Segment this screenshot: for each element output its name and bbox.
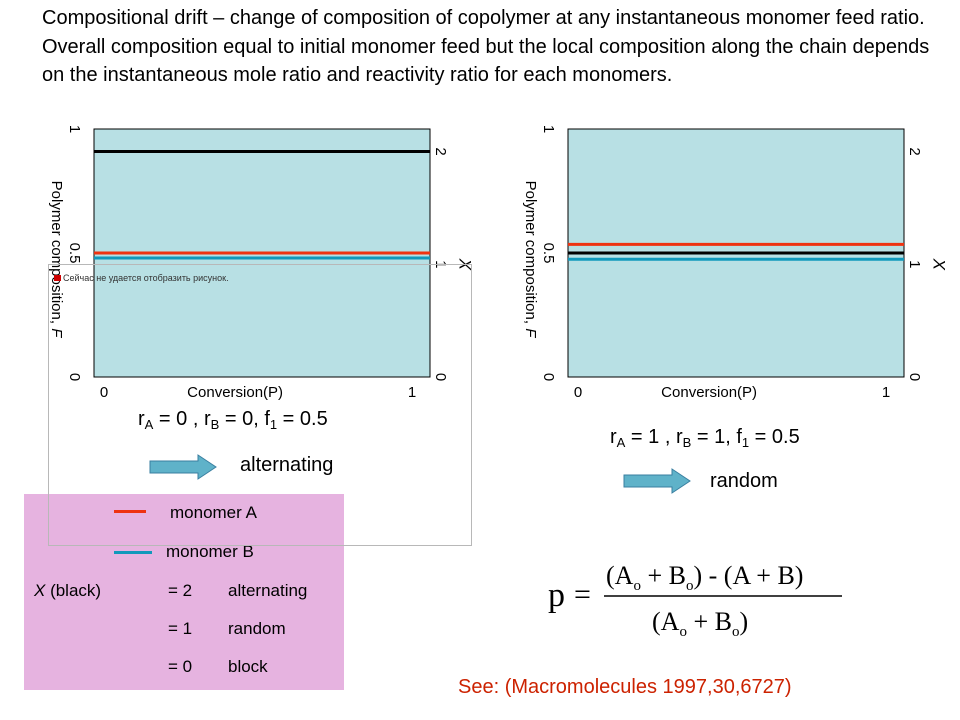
x-axis-label: Conversion(P) <box>661 384 757 401</box>
arrow-right-icon <box>623 468 691 494</box>
legend-x-symbol: X <box>34 581 46 600</box>
y-tick-label: 0.5 <box>540 243 557 264</box>
x-tick-label: 1 <box>882 384 890 401</box>
legend-swatch-monomer-b <box>114 551 152 554</box>
param-f1: f <box>264 408 270 430</box>
legend-row-value: = 2 <box>168 581 193 600</box>
param-ra: r <box>610 426 617 448</box>
broken-image-placeholder: Сейчас не удается отобразить рисунок. <box>48 264 472 546</box>
y-tick-label: 1 <box>540 125 557 133</box>
y-axis-label: Polymer composition, F <box>522 181 539 339</box>
legend-label-monomer-b: monomer B <box>166 542 254 561</box>
legend-row-value: = 0 <box>168 657 193 676</box>
x-tick-label: 0 <box>574 384 582 401</box>
legend-label-monomer-a: monomer A <box>170 503 257 522</box>
type-label-alternating: alternating <box>240 454 334 476</box>
legend-x-label: X (black) <box>34 581 101 601</box>
param-rb: r <box>675 426 683 448</box>
param-ra-sub: A <box>144 417 154 432</box>
param-f1-value: = 0.5 <box>749 426 800 448</box>
param-rb-value: = 0, <box>219 408 265 430</box>
param-rb-sub: B <box>210 417 220 432</box>
params-random: rA = 1 , rB = 1, f1 = 0.5 <box>610 426 800 450</box>
param-f1: f <box>736 426 742 448</box>
y-tick-label: 0 <box>540 373 557 381</box>
intro-paragraph: Compositional drift – change of composit… <box>42 7 930 86</box>
formula-denominator: (Ao + Bo) <box>652 607 748 640</box>
legend-row-meaning: alternating <box>228 581 308 600</box>
legend-box: monomer A monomer B X (black) = 2 altern… <box>24 494 344 690</box>
formula-equals: = <box>574 578 591 611</box>
param-rb: r <box>203 408 211 430</box>
params-alternating: rA = 0 , rB = 0, f1 = 0.5 <box>138 408 328 432</box>
type-label-random: random <box>710 470 778 492</box>
formula-numerator: (Ao + Bo) - (A + B) <box>606 561 803 594</box>
y2-tick-label: 1 <box>906 260 923 268</box>
conversion-formula: p = (Ao + Bo) - (A + B) (Ao + Bo) <box>548 561 842 640</box>
param-rb-value: = 1, <box>691 426 737 448</box>
plot-area <box>567 128 905 378</box>
reference-citation: See: (Macromolecules 1997,30,6727) <box>458 676 792 698</box>
param-ra: r <box>138 408 145 430</box>
legend-row-meaning: random <box>228 619 286 638</box>
param-ra-sub: A <box>616 435 626 450</box>
y-tick-label: 1 <box>66 125 83 133</box>
param-ra-value: = 1 , <box>625 426 676 448</box>
formula-lhs: p <box>548 577 565 614</box>
param-f1-sub: 1 <box>741 435 750 450</box>
param-ra-value: = 0 , <box>153 408 204 430</box>
y2-tick-label: 0 <box>906 373 923 381</box>
param-f1-sub: 1 <box>269 417 278 432</box>
broken-image-text: Сейчас не удается отобразить рисунок. <box>63 273 229 283</box>
legend-row-value: = 1 <box>168 619 193 638</box>
arrow-right-icon <box>149 454 217 480</box>
y2-tick-label: 2 <box>432 147 449 155</box>
broken-image-icon <box>54 275 61 281</box>
y2-tick-label: 2 <box>906 147 923 155</box>
legend-swatch-monomer-a <box>114 510 146 513</box>
legend-row-meaning: block <box>228 657 268 676</box>
legend-x-rest: (black) <box>45 581 102 600</box>
param-rb-sub: B <box>682 435 692 450</box>
y-tick-label: 0.5 <box>66 243 83 264</box>
param-f1-value: = 0.5 <box>277 408 328 430</box>
y2-axis-label: X <box>930 258 949 271</box>
